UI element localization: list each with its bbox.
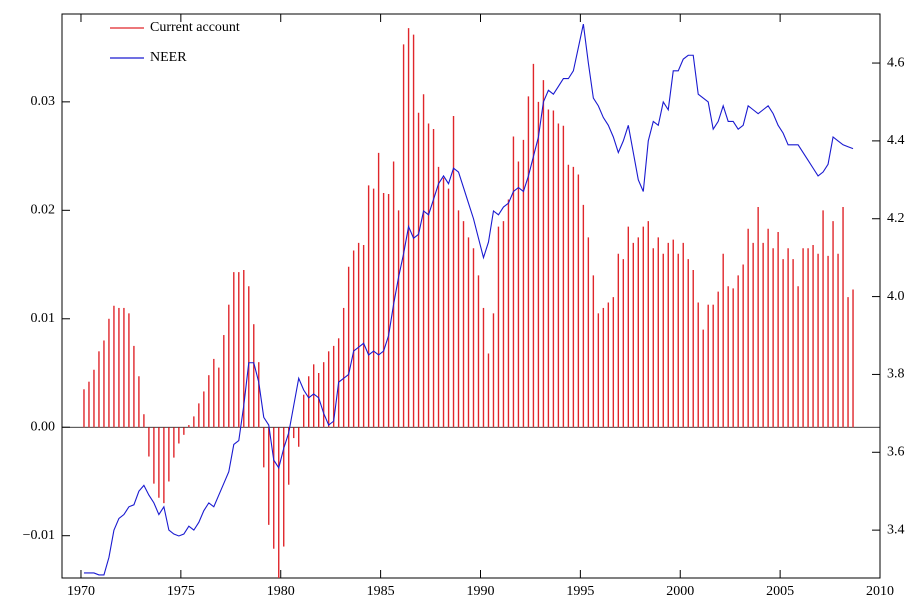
- y2-tick-label: 4.0: [887, 289, 905, 304]
- y-tick-label: 0.01: [31, 311, 56, 326]
- legend-label: NEER: [150, 50, 187, 65]
- x-tick-label: 1990: [466, 584, 494, 599]
- x-tick-label: 2010: [866, 584, 894, 599]
- x-tick-label: 2000: [666, 584, 694, 599]
- x-tick-label: 2005: [766, 584, 794, 599]
- plot-frame: [61, 13, 881, 579]
- legend-label: Current account: [150, 20, 240, 35]
- y2-tick-label: 4.2: [887, 211, 905, 226]
- y2-tick-label: 3.8: [887, 367, 905, 382]
- y-tick-label: 0.00: [31, 419, 56, 434]
- line: [83, 24, 854, 576]
- y2-tick-label: 4.4: [887, 133, 905, 148]
- y2-tick-label: 3.6: [887, 444, 905, 459]
- x-tick-label: 1985: [367, 584, 395, 599]
- y2-tick-label: 4.6: [887, 55, 905, 70]
- y2-tick-label: 3.4: [887, 522, 905, 537]
- x-tick-label: 1995: [566, 584, 594, 599]
- y-tick-label: 0.02: [31, 203, 56, 218]
- x-tick-label: 1980: [267, 584, 295, 599]
- x-tick-label: 1970: [67, 584, 95, 599]
- y-tick-label: −0.01: [23, 528, 55, 543]
- x-tick-label: 1975: [167, 584, 195, 599]
- y-tick-label: 0.03: [31, 94, 56, 109]
